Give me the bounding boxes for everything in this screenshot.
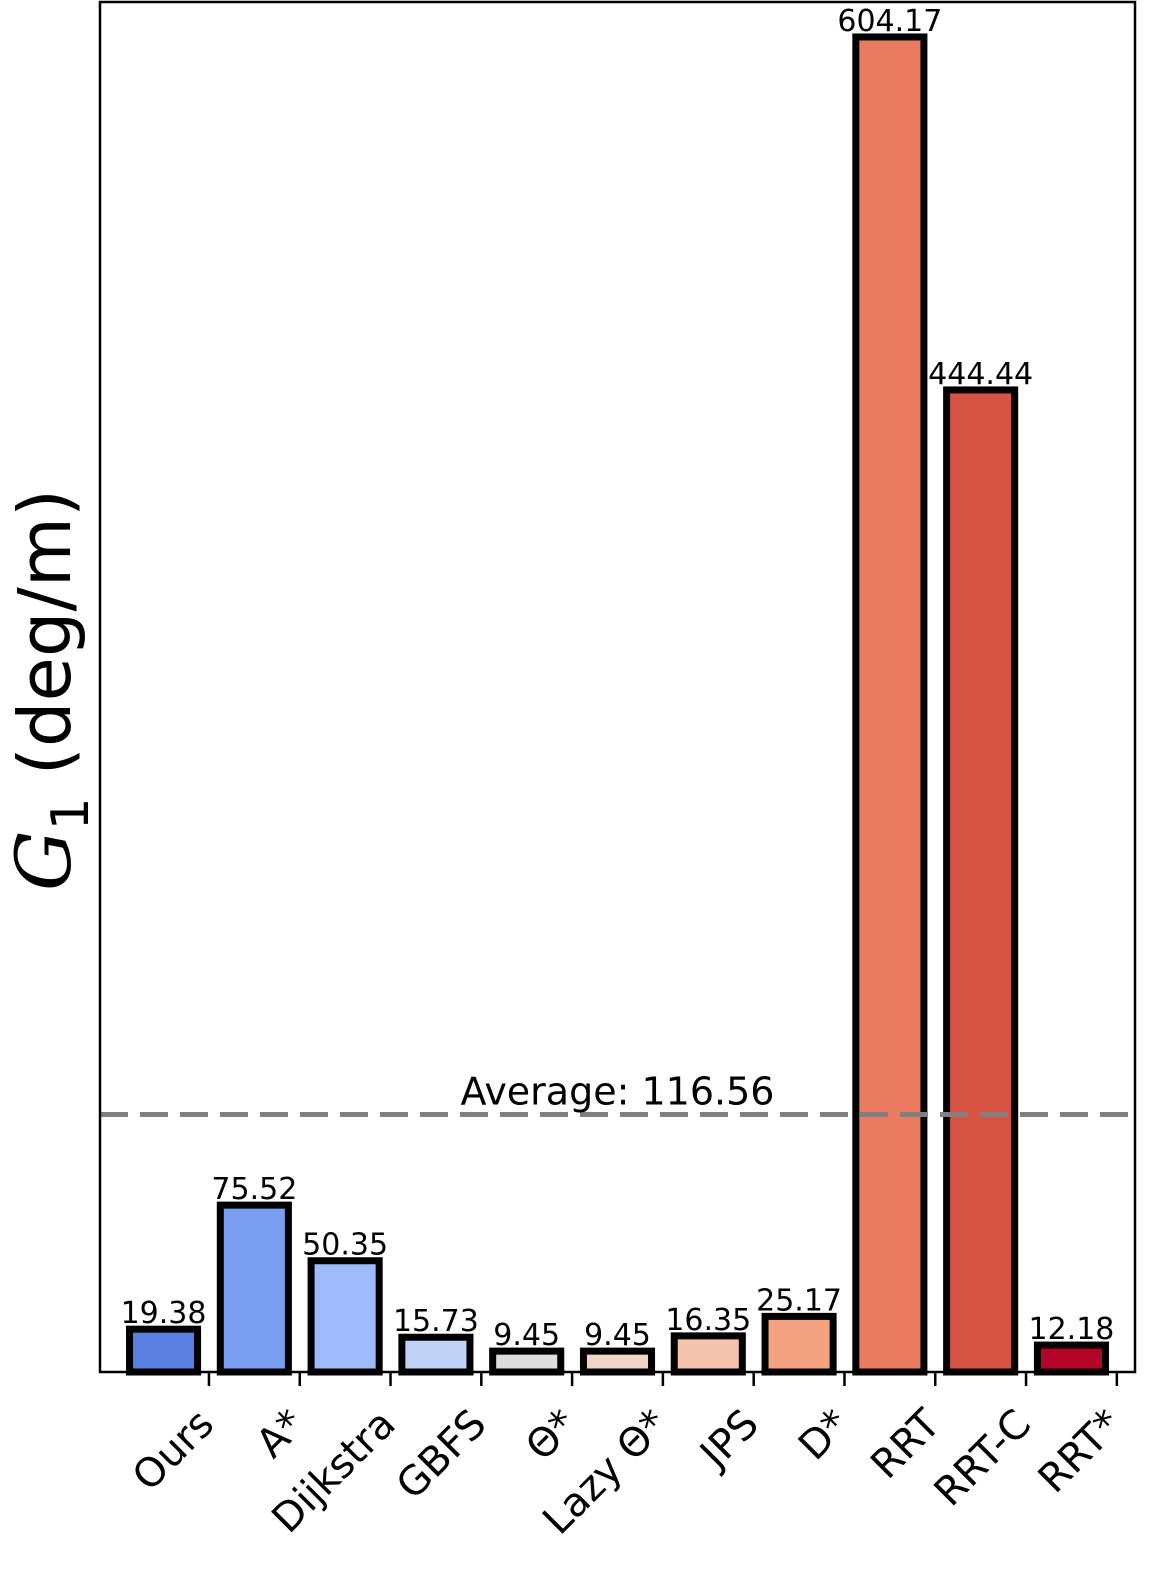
svg-text:G1(deg/m): G1 (deg/m) [0, 489, 101, 891]
data-label-9: 444.44 [928, 357, 1033, 392]
x-tick-label-10: RRT* [1030, 1401, 1131, 1502]
x-tick-label-1: A* [248, 1401, 314, 1467]
bar-2 [307, 1257, 383, 1376]
bar-4 [489, 1347, 565, 1376]
data-label-6: 16.35 [665, 1303, 751, 1338]
data-label-2: 50.35 [302, 1228, 388, 1263]
bar-6 [670, 1332, 746, 1376]
x-tick-label-6: JPS [690, 1401, 768, 1479]
y-axis-unit: (deg/m) [3, 489, 87, 775]
x-tick-label-9: RRT-C [926, 1401, 1040, 1515]
bar-5 [579, 1347, 656, 1376]
bar-0 [126, 1325, 202, 1376]
average-label: Average: 116.56 [461, 1069, 775, 1113]
bar-1 [216, 1201, 292, 1376]
data-label-3: 15.73 [393, 1304, 479, 1339]
bar-7 [761, 1312, 837, 1376]
bar-9 [943, 386, 1019, 1376]
bars-group [126, 33, 1109, 1376]
x-tick-label-3: GBFS [388, 1401, 496, 1509]
data-label-8: 604.17 [837, 4, 942, 39]
data-label-4: 9.45 [493, 1318, 560, 1353]
data-label-10: 12.18 [1029, 1312, 1115, 1347]
y-axis-subscript: 1 [41, 797, 101, 830]
x-tick-label-4: Θ* [517, 1401, 586, 1470]
x-tick-label-0: Ours [124, 1401, 223, 1500]
x-tick-label-7: D* [790, 1401, 858, 1469]
plot-frame [98, 0, 1137, 1374]
bar-10 [1033, 1341, 1109, 1376]
average-group: Average: 116.56 [100, 1069, 1135, 1117]
bar-3 [398, 1333, 474, 1376]
y-axis-symbol: G [0, 830, 88, 891]
data-label-7: 25.17 [756, 1283, 842, 1318]
data-label-1: 75.52 [211, 1172, 297, 1207]
data-label-5: 9.45 [584, 1318, 651, 1353]
y-axis-label: G1 (deg/m) [0, 489, 101, 891]
data-label-0: 19.38 [121, 1296, 207, 1331]
x-ticks-group [207, 1372, 1119, 1386]
bar-8 [852, 33, 928, 1376]
